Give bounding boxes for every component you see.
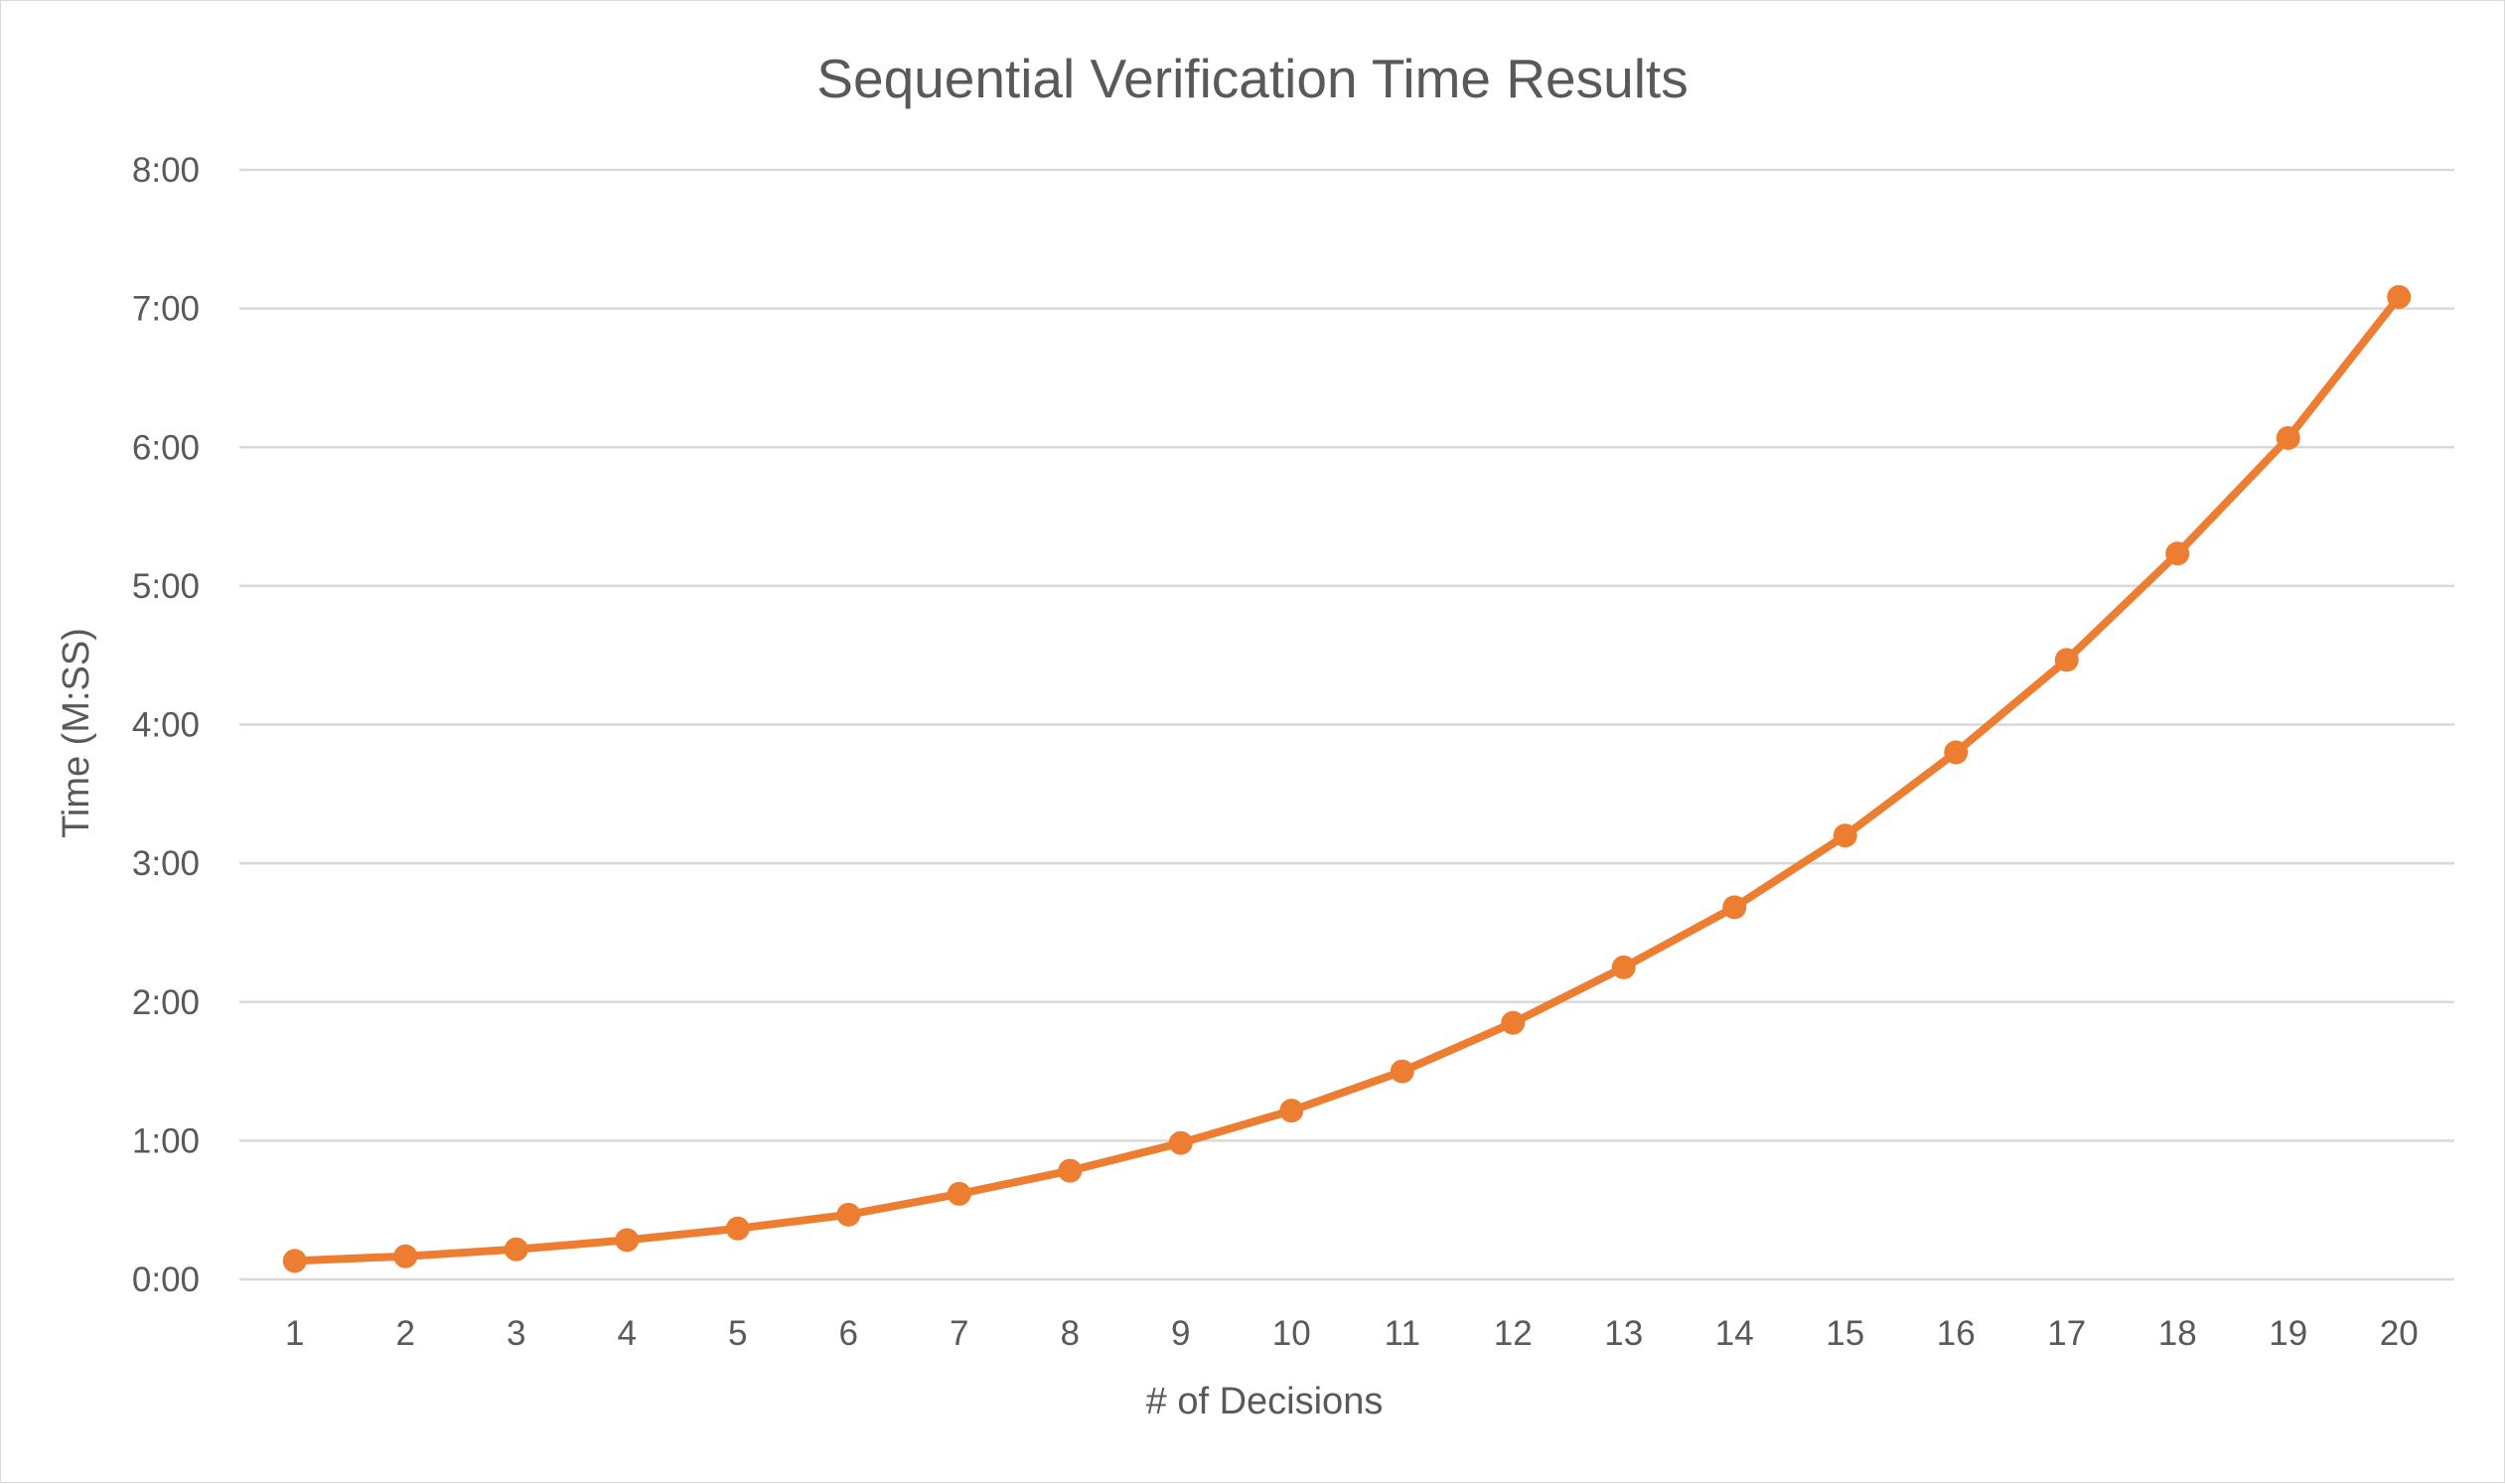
x-tick-label: 3 bbox=[507, 1314, 525, 1353]
x-tick-label: 2 bbox=[396, 1314, 415, 1353]
data-point bbox=[282, 1249, 307, 1273]
x-tick-label: 5 bbox=[728, 1314, 747, 1353]
y-tick-label: 4:00 bbox=[132, 706, 200, 745]
data-point bbox=[1168, 1130, 1193, 1155]
data-point bbox=[615, 1228, 640, 1253]
x-tick-label: 11 bbox=[1385, 1314, 1420, 1353]
x-tick-label: 9 bbox=[1171, 1314, 1190, 1353]
y-tick-label: 1:00 bbox=[132, 1121, 200, 1160]
data-point bbox=[2276, 425, 2300, 450]
data-point bbox=[1944, 740, 1969, 765]
y-tick-label: 7:00 bbox=[132, 290, 200, 329]
y-tick-label: 6:00 bbox=[132, 428, 200, 467]
x-axis-ticks: 1 2 3 4 5 6 7 8 9 10 11 12 13 14 15 16 17 18 19 20 bbox=[285, 1314, 2419, 1353]
data-point bbox=[2054, 648, 2079, 672]
y-tick-label: 0:00 bbox=[132, 1261, 200, 1299]
data-point bbox=[2165, 541, 2190, 566]
x-tick-label: 19 bbox=[2269, 1314, 2307, 1353]
data-point bbox=[1611, 955, 1636, 979]
data-point bbox=[725, 1216, 750, 1241]
x-tick-label: 15 bbox=[1826, 1314, 1864, 1353]
chart-title: Sequential Verification Time Results bbox=[816, 48, 1688, 109]
data-point bbox=[1501, 1010, 1526, 1035]
x-tick-label: 20 bbox=[2380, 1314, 2419, 1353]
y-tick-label: 3:00 bbox=[132, 844, 200, 883]
data-point bbox=[2387, 284, 2412, 309]
data-point bbox=[1390, 1059, 1414, 1084]
series-line bbox=[290, 293, 2404, 1265]
y-tick-label: 5:00 bbox=[132, 567, 200, 606]
data-point bbox=[393, 1244, 418, 1268]
x-tick-label: 10 bbox=[1272, 1314, 1311, 1353]
x-tick-label: 6 bbox=[839, 1314, 858, 1353]
x-tick-label: 16 bbox=[1937, 1314, 1976, 1353]
data-point bbox=[1833, 823, 1857, 848]
x-tick-label: 17 bbox=[2047, 1314, 2086, 1353]
x-tick-label: 8 bbox=[1061, 1314, 1080, 1353]
gridlines bbox=[239, 168, 2454, 1142]
x-tick-label: 14 bbox=[1715, 1314, 1754, 1353]
data-point bbox=[1279, 1099, 1304, 1123]
x-tick-label: 12 bbox=[1494, 1314, 1533, 1353]
x-tick-label: 18 bbox=[2158, 1314, 2197, 1353]
data-point bbox=[836, 1202, 861, 1227]
x-axis-title: # of Decisions bbox=[1146, 1381, 1384, 1422]
data-point bbox=[1722, 895, 1747, 920]
x-tick-label: 4 bbox=[618, 1314, 637, 1353]
x-tick-label: 7 bbox=[950, 1314, 968, 1353]
y-tick-label: 2:00 bbox=[132, 983, 200, 1022]
x-tick-label: 1 bbox=[285, 1314, 304, 1353]
y-axis-title: Time (M:SS) bbox=[56, 628, 97, 838]
series-layer bbox=[282, 284, 2412, 1273]
data-point bbox=[504, 1237, 528, 1261]
data-point bbox=[947, 1181, 971, 1206]
y-axis-ticks: 0:00 1:00 2:00 3:00 4:00 5:00 6:00 7:00 8:00 bbox=[132, 151, 200, 1299]
data-point bbox=[1058, 1158, 1083, 1183]
x-tick-label: 13 bbox=[1604, 1314, 1643, 1353]
y-tick-label: 8:00 bbox=[132, 151, 200, 190]
